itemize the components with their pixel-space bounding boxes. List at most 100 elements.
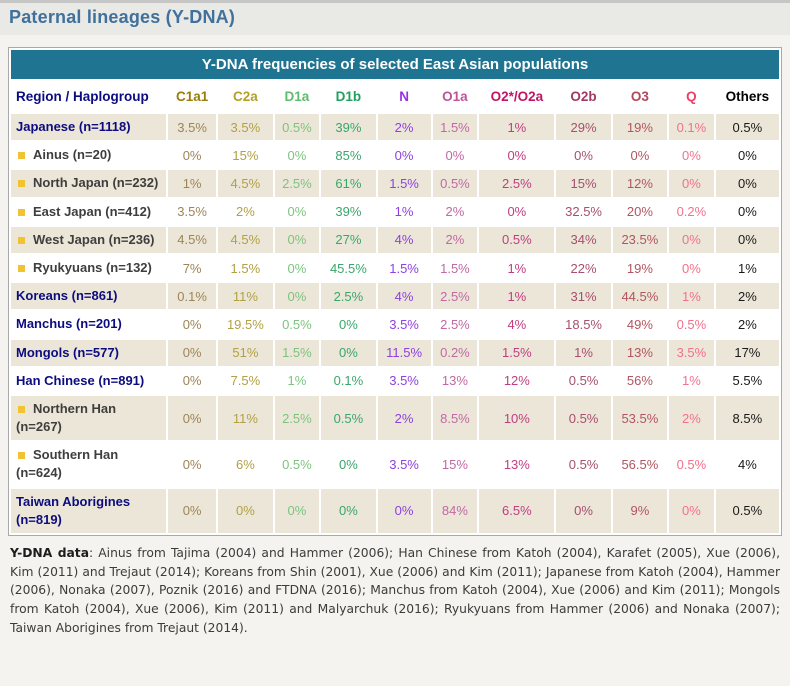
freq-cell-o2-o2a: 13% bbox=[479, 442, 555, 487]
freq-cell-c1a1: 3.5% bbox=[168, 198, 217, 225]
freq-cell-q: 0% bbox=[669, 226, 714, 253]
freq-cell-o3: 9% bbox=[612, 488, 668, 533]
freq-cell-n: 3.5% bbox=[377, 311, 431, 338]
freq-cell-c2a: 51% bbox=[218, 339, 273, 366]
freq-cell-o2b: 0.5% bbox=[556, 395, 611, 441]
freq-cell-o1a: 84% bbox=[432, 488, 478, 533]
freq-cell-c2a: 7.5% bbox=[218, 367, 273, 394]
freq-cell-d1a: 0.5% bbox=[274, 311, 320, 338]
freq-cell-c1a1: 0% bbox=[168, 442, 217, 487]
freq-cell-c2a: 0% bbox=[218, 488, 273, 533]
freq-cell-c2a: 4.5% bbox=[218, 170, 273, 197]
freq-cell-o1a: 0.5% bbox=[432, 170, 478, 197]
freq-cell-o2-o2a: 1.5% bbox=[479, 339, 555, 366]
freq-cell-c2a: 2% bbox=[218, 198, 273, 225]
freq-cell-o2-o2a: 2.5% bbox=[479, 170, 555, 197]
freq-cell-d1a: 0% bbox=[274, 198, 320, 225]
freq-cell-d1b: 39% bbox=[321, 198, 376, 225]
freq-cell-o2-o2a: 0.5% bbox=[479, 226, 555, 253]
freq-cell-n: 1.5% bbox=[377, 170, 431, 197]
freq-cell-others: 0% bbox=[715, 142, 779, 169]
column-header-q: Q bbox=[669, 81, 714, 112]
column-header-c2a: C2a bbox=[218, 81, 273, 112]
freq-cell-n: 0% bbox=[377, 488, 431, 533]
freq-cell-o1a: 13% bbox=[432, 367, 478, 394]
table-caption-row: Y-DNA frequencies of selected East Asian… bbox=[11, 50, 779, 79]
region-label: Northern Han (n=267) bbox=[11, 395, 166, 441]
freq-cell-q: 0% bbox=[669, 142, 714, 169]
freq-cell-q: 2% bbox=[669, 395, 714, 441]
freq-cell-others: 0.5% bbox=[715, 488, 779, 533]
freq-cell-q: 0.1% bbox=[669, 114, 714, 141]
page-header: Paternal lineages (Y-DNA) bbox=[0, 3, 790, 35]
freq-cell-d1a: 1% bbox=[274, 367, 320, 394]
freq-cell-d1b: 45.5% bbox=[321, 254, 376, 282]
freq-cell-o3: 13% bbox=[612, 339, 668, 366]
freq-cell-o2b: 0% bbox=[556, 488, 611, 533]
freq-cell-d1b: 39% bbox=[321, 114, 376, 141]
bullet-icon bbox=[18, 405, 25, 413]
table-body: Japanese (n=1118) 3.5% 3.5% 0.5% 39% 2% 1.5% 1%… bbox=[11, 114, 779, 533]
freq-cell-c2a: 1.5% bbox=[218, 254, 273, 282]
freq-cell-d1a: 0.5% bbox=[274, 114, 320, 141]
freq-cell-o2b: 0% bbox=[556, 142, 611, 169]
freq-cell-d1a: 0% bbox=[274, 254, 320, 282]
region-label: Han Chinese (n=891) bbox=[11, 367, 166, 394]
freq-cell-c1a1: 0% bbox=[168, 142, 217, 169]
freq-cell-o3: 12% bbox=[612, 170, 668, 197]
freq-cell-others: 8.5% bbox=[715, 395, 779, 441]
freq-cell-o1a: 2.5% bbox=[432, 311, 478, 338]
freq-cell-others: 2% bbox=[715, 311, 779, 338]
source-note: Y-DNA data: Ainus from Tajima (2004) and… bbox=[10, 544, 780, 637]
region-label: Koreans (n=861) bbox=[11, 283, 166, 310]
region-label: Manchus (n=201) bbox=[11, 311, 166, 338]
freq-cell-o3: 53.5% bbox=[612, 395, 668, 441]
freq-cell-d1b: 0% bbox=[321, 339, 376, 366]
freq-cell-c2a: 15% bbox=[218, 142, 273, 169]
freq-cell-o2-o2a: 1% bbox=[479, 283, 555, 310]
freq-cell-o2b: 0.5% bbox=[556, 367, 611, 394]
freq-cell-others: 0% bbox=[715, 170, 779, 197]
freq-cell-n: 2% bbox=[377, 395, 431, 441]
freq-cell-q: 1% bbox=[669, 283, 714, 310]
freq-cell-d1b: 2.5% bbox=[321, 283, 376, 310]
freq-cell-c2a: 6% bbox=[218, 442, 273, 487]
ydna-frequency-table: Y-DNA frequencies of selected East Asian… bbox=[9, 48, 781, 535]
table-row-koreans: Koreans (n=861) 0.1% 11% 0% 2.5% 4% 2.5% 1% 31% 4… bbox=[11, 283, 779, 310]
column-header-d1b: D1b bbox=[321, 81, 376, 112]
region-label: Ryukyuans (n=132) bbox=[11, 254, 166, 282]
table-row-ryukyuans: Ryukyuans (n=132) 7% 1.5% 0% 45.5% 1.5% 1.5% 1%… bbox=[11, 254, 779, 282]
column-header-others: Others bbox=[715, 81, 779, 112]
freq-cell-o2b: 15% bbox=[556, 170, 611, 197]
freq-cell-d1a: 0% bbox=[274, 226, 320, 253]
region-label: West Japan (n=236) bbox=[11, 226, 166, 253]
table-row-east-japan: East Japan (n=412) 3.5% 2% 0% 39% 1% 2% 0% 32.5%… bbox=[11, 198, 779, 225]
source-note-label: Y-DNA data bbox=[10, 546, 89, 560]
bullet-icon bbox=[18, 452, 25, 460]
freq-cell-c1a1: 0% bbox=[168, 395, 217, 441]
freq-cell-others: 5.5% bbox=[715, 367, 779, 394]
region-label: Ainus (n=20) bbox=[11, 142, 166, 169]
freq-cell-o3: 19% bbox=[612, 114, 668, 141]
freq-cell-o2-o2a: 6.5% bbox=[479, 488, 555, 533]
freq-cell-o3: 44.5% bbox=[612, 283, 668, 310]
freq-cell-n: 1.5% bbox=[377, 254, 431, 282]
freq-cell-o2-o2a: 0% bbox=[479, 198, 555, 225]
table-row-mongols: Mongols (n=577) 0% 51% 1.5% 0% 11.5% 0.2% 1.5% 1… bbox=[11, 339, 779, 366]
freq-cell-c1a1: 3.5% bbox=[168, 114, 217, 141]
freq-cell-d1a: 0.5% bbox=[274, 442, 320, 487]
freq-cell-o1a: 15% bbox=[432, 442, 478, 487]
freq-cell-o1a: 2% bbox=[432, 226, 478, 253]
column-header-region-haplogroup: Region / Haplogroup bbox=[11, 81, 166, 112]
freq-cell-o1a: 2% bbox=[432, 198, 478, 225]
freq-cell-others: 0% bbox=[715, 226, 779, 253]
freq-cell-others: 0.5% bbox=[715, 114, 779, 141]
freq-cell-d1b: 85% bbox=[321, 142, 376, 169]
freq-cell-o3: 56% bbox=[612, 367, 668, 394]
source-note-text: : Ainus from Tajima (2004) and Hammer (2… bbox=[10, 546, 781, 635]
freq-cell-n: 3.5% bbox=[377, 442, 431, 487]
freq-cell-o2-o2a: 1% bbox=[479, 114, 555, 141]
freq-cell-c1a1: 7% bbox=[168, 254, 217, 282]
table-title: Y-DNA frequencies of selected East Asian… bbox=[11, 50, 779, 79]
freq-cell-o1a: 2.5% bbox=[432, 283, 478, 310]
